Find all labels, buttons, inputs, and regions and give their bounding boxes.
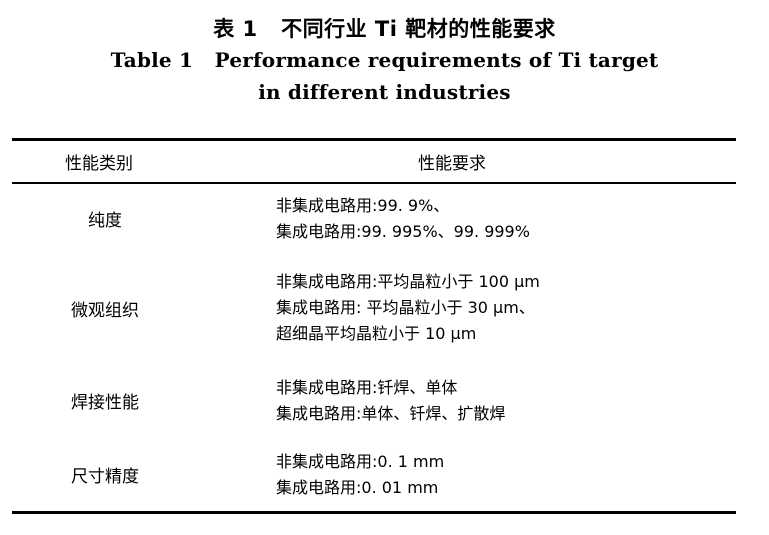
row-requirements-dimensional-accuracy: 非集成电路用:0. 1 mm 集成电路用:0. 01 mm	[264, 439, 736, 511]
caption-english-line-2: in different industries	[258, 80, 511, 104]
row-category-purity: 纯度	[88, 211, 122, 232]
caption-english-line-1: Table 1 Performance requirements of Ti t…	[110, 48, 659, 72]
row-category-dimensional-accuracy: 尺寸精度	[71, 467, 139, 488]
table-header-row: 性能类别 性能要求	[12, 141, 736, 182]
performance-requirements-table: 性能类别 性能要求	[12, 141, 736, 182]
requirement-line: 非集成电路用:钎焊、单体	[276, 377, 458, 397]
column-header-category: 性能类别	[65, 154, 133, 174]
row-requirements-welding: 非集成电路用:钎焊、单体 集成电路用:单体、钎焊、扩散焊	[264, 363, 736, 439]
requirement-line: 集成电路用: 平均晶粒小于 30 μm、	[276, 298, 535, 318]
requirement-line: 集成电路用:0. 01 mm	[276, 477, 439, 497]
performance-table-wrapper: 性能类别 性能要求 纯度 非集成电路用:99. 9%、 集成电路用:99. 99…	[12, 138, 736, 514]
table-row: 焊接性能 非集成电路用:钎焊、单体 集成电路用:单体、钎焊、扩散焊	[12, 363, 736, 439]
table-bottom-rule	[12, 510, 736, 514]
caption-chinese: 表 1 不同行业 Ti 靶材的性能要求	[213, 17, 556, 41]
table-row: 尺寸精度 非集成电路用:0. 1 mm 集成电路用:0. 01 mm	[12, 439, 736, 511]
requirement-line: 非集成电路用:99. 9%、	[276, 195, 450, 215]
row-category-welding: 焊接性能	[71, 393, 139, 414]
row-category-microstructure: 微观组织	[71, 300, 139, 321]
table-row: 纯度 非集成电路用:99. 9%、 集成电路用:99. 995%、99. 999…	[12, 184, 736, 254]
requirement-line: 集成电路用:99. 995%、99. 999%	[276, 221, 530, 241]
row-requirements-microstructure: 非集成电路用:平均晶粒小于 100 μm 集成电路用: 平均晶粒小于 30 μm…	[264, 254, 736, 363]
column-header-requirement: 性能要求	[418, 154, 486, 174]
table-header-rule	[12, 182, 736, 184]
row-requirements-purity: 非集成电路用:99. 9%、 集成电路用:99. 995%、99. 999%	[264, 184, 736, 254]
requirement-line: 非集成电路用:平均晶粒小于 100 μm	[276, 272, 540, 292]
requirement-line: 集成电路用:单体、钎焊、扩散焊	[276, 403, 506, 423]
requirement-line: 超细晶平均晶粒小于 10 μm	[276, 324, 477, 344]
table-caption: 表 1 不同行业 Ti 靶材的性能要求 Table 1 Performance …	[0, 14, 769, 108]
table-top-rule	[12, 138, 736, 141]
table-row: 微观组织 非集成电路用:平均晶粒小于 100 μm 集成电路用: 平均晶粒小于 …	[12, 254, 736, 363]
requirement-line: 非集成电路用:0. 1 mm	[276, 451, 445, 471]
performance-requirements-body: 纯度 非集成电路用:99. 9%、 集成电路用:99. 995%、99. 999…	[12, 184, 736, 511]
